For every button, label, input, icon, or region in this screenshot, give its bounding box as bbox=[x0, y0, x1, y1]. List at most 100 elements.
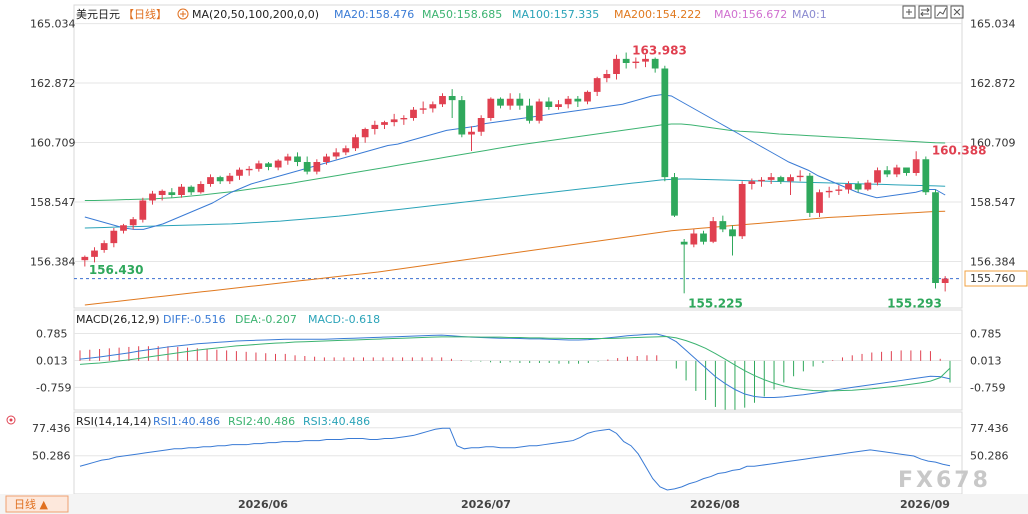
candle-body bbox=[342, 148, 350, 153]
candle-body bbox=[806, 175, 814, 213]
macd-tick-left: -0.759 bbox=[36, 381, 71, 394]
candle-body bbox=[236, 169, 243, 176]
candle-body bbox=[622, 58, 630, 63]
macd-tick-right: -0.759 bbox=[970, 381, 1005, 394]
date-tick: 2026/06 bbox=[238, 498, 288, 511]
candle-body bbox=[381, 122, 388, 125]
candle-body bbox=[864, 182, 872, 190]
macd-tick-left: 0.013 bbox=[36, 354, 68, 367]
candlestick-series bbox=[81, 52, 949, 294]
ma200-line bbox=[84, 210, 946, 306]
candle-body bbox=[178, 186, 185, 195]
price-tick-right: 165.034 bbox=[970, 18, 1016, 31]
price-tick-left: 156.384 bbox=[30, 255, 76, 268]
ma20-line bbox=[84, 94, 946, 230]
candle-body bbox=[468, 131, 475, 135]
price-tick-right: 160.709 bbox=[970, 137, 1016, 150]
candle-body bbox=[671, 177, 678, 216]
last-high-annotation: 160.388 bbox=[932, 144, 987, 158]
period-label[interactable]: 【日线】 bbox=[123, 7, 167, 21]
candle-body bbox=[332, 152, 340, 157]
candle-body bbox=[187, 186, 195, 193]
close-icon[interactable] bbox=[950, 5, 964, 19]
ma-indicator-label[interactable]: MA(20,50,100,200,0,0) bbox=[192, 8, 319, 21]
candle-body bbox=[371, 124, 379, 129]
price-tick-left: 158.547 bbox=[30, 196, 76, 209]
period-button-label[interactable]: 日线 ▲ bbox=[14, 497, 48, 511]
last-low-annotation: 155.293 bbox=[887, 296, 942, 310]
candle-body bbox=[854, 184, 862, 190]
ma-legend-item: MA100:157.335 bbox=[512, 8, 599, 21]
candle-body bbox=[197, 184, 205, 193]
high-annotation: 163.983 bbox=[632, 44, 687, 58]
candle-body bbox=[719, 221, 727, 230]
price-tick-left: 162.872 bbox=[30, 77, 76, 90]
settings-icon[interactable] bbox=[902, 5, 916, 19]
macd-tick-left: 0.785 bbox=[36, 328, 68, 341]
gear-icon[interactable] bbox=[6, 415, 16, 425]
candle-body bbox=[410, 109, 417, 118]
candle-body bbox=[265, 163, 272, 167]
candle-body bbox=[932, 192, 939, 283]
candle-body bbox=[100, 243, 108, 250]
candle-body bbox=[226, 175, 234, 182]
candle-body bbox=[497, 98, 504, 106]
date-tick: 2026/07 bbox=[461, 498, 511, 511]
candle-body bbox=[207, 177, 214, 184]
rsi-legend-item: RSI3:40.486 bbox=[303, 415, 370, 428]
candle-body bbox=[729, 229, 736, 237]
candle-body bbox=[642, 58, 649, 62]
macd-series bbox=[79, 333, 951, 410]
axis-labels: 165.034 165.034 162.872 162.872 160.709 160.7… bbox=[30, 18, 1016, 463]
candle-body bbox=[400, 118, 408, 120]
watermark: FX678 bbox=[898, 468, 991, 493]
price-tick-right: 156.384 bbox=[970, 255, 1016, 268]
candle-body bbox=[158, 190, 166, 195]
candle-body bbox=[661, 68, 669, 178]
candle-body bbox=[448, 96, 456, 101]
candle-body bbox=[758, 179, 765, 182]
candle-body bbox=[787, 177, 794, 182]
candle-body bbox=[216, 177, 224, 182]
ma-legend-item: MA20:158.476 bbox=[334, 8, 414, 21]
rsi-tick-right: 77.436 bbox=[970, 422, 1009, 435]
ma-legend-item: MA0:156.672 bbox=[714, 8, 787, 21]
candle-body bbox=[313, 162, 321, 172]
candle-body bbox=[922, 159, 930, 193]
ma100-line bbox=[84, 178, 946, 229]
candle-body bbox=[129, 219, 137, 226]
symbol-label: 美元日元 bbox=[76, 8, 120, 21]
rsi-legend-item: RSI1:40.486 bbox=[153, 415, 220, 428]
candle-body bbox=[613, 58, 620, 74]
candle-body bbox=[777, 177, 785, 182]
ma-legend: MA20:158.476 MA50:158.685 MA100:157.335 MA2… bbox=[334, 8, 827, 21]
candle-body bbox=[883, 170, 891, 175]
candle-body bbox=[110, 230, 118, 244]
price-tick-left: 160.709 bbox=[30, 137, 76, 150]
candle-body bbox=[120, 225, 127, 231]
price-tick-right: 162.872 bbox=[970, 77, 1016, 90]
add-indicator-icon[interactable] bbox=[177, 8, 189, 20]
candle-body bbox=[816, 192, 823, 213]
moving-average-lines bbox=[84, 94, 946, 306]
chart-icon[interactable] bbox=[934, 5, 948, 19]
candle-body bbox=[429, 104, 437, 109]
candle-body bbox=[545, 101, 553, 107]
candle-body bbox=[294, 156, 301, 162]
candle-body bbox=[361, 129, 369, 138]
ma-legend-item: MA0:1 bbox=[792, 8, 827, 21]
macd-legend-item: MACD:-0.618 bbox=[308, 313, 380, 326]
ma-legend-item: MA200:154.222 bbox=[614, 8, 701, 21]
rsi-tick-left: 77.436 bbox=[32, 422, 71, 435]
candle-body bbox=[149, 193, 156, 201]
rsi-line bbox=[79, 427, 951, 491]
swap-icon[interactable] bbox=[918, 5, 932, 19]
rsi-title: RSI(14,14,14) bbox=[76, 415, 151, 428]
candle-body bbox=[516, 98, 524, 106]
macd-legend-item: DEA:-0.207 bbox=[235, 313, 297, 326]
period-button[interactable] bbox=[5, 495, 69, 513]
ma50-line bbox=[84, 123, 946, 201]
candle-body bbox=[738, 184, 746, 237]
candle-body bbox=[439, 96, 446, 105]
